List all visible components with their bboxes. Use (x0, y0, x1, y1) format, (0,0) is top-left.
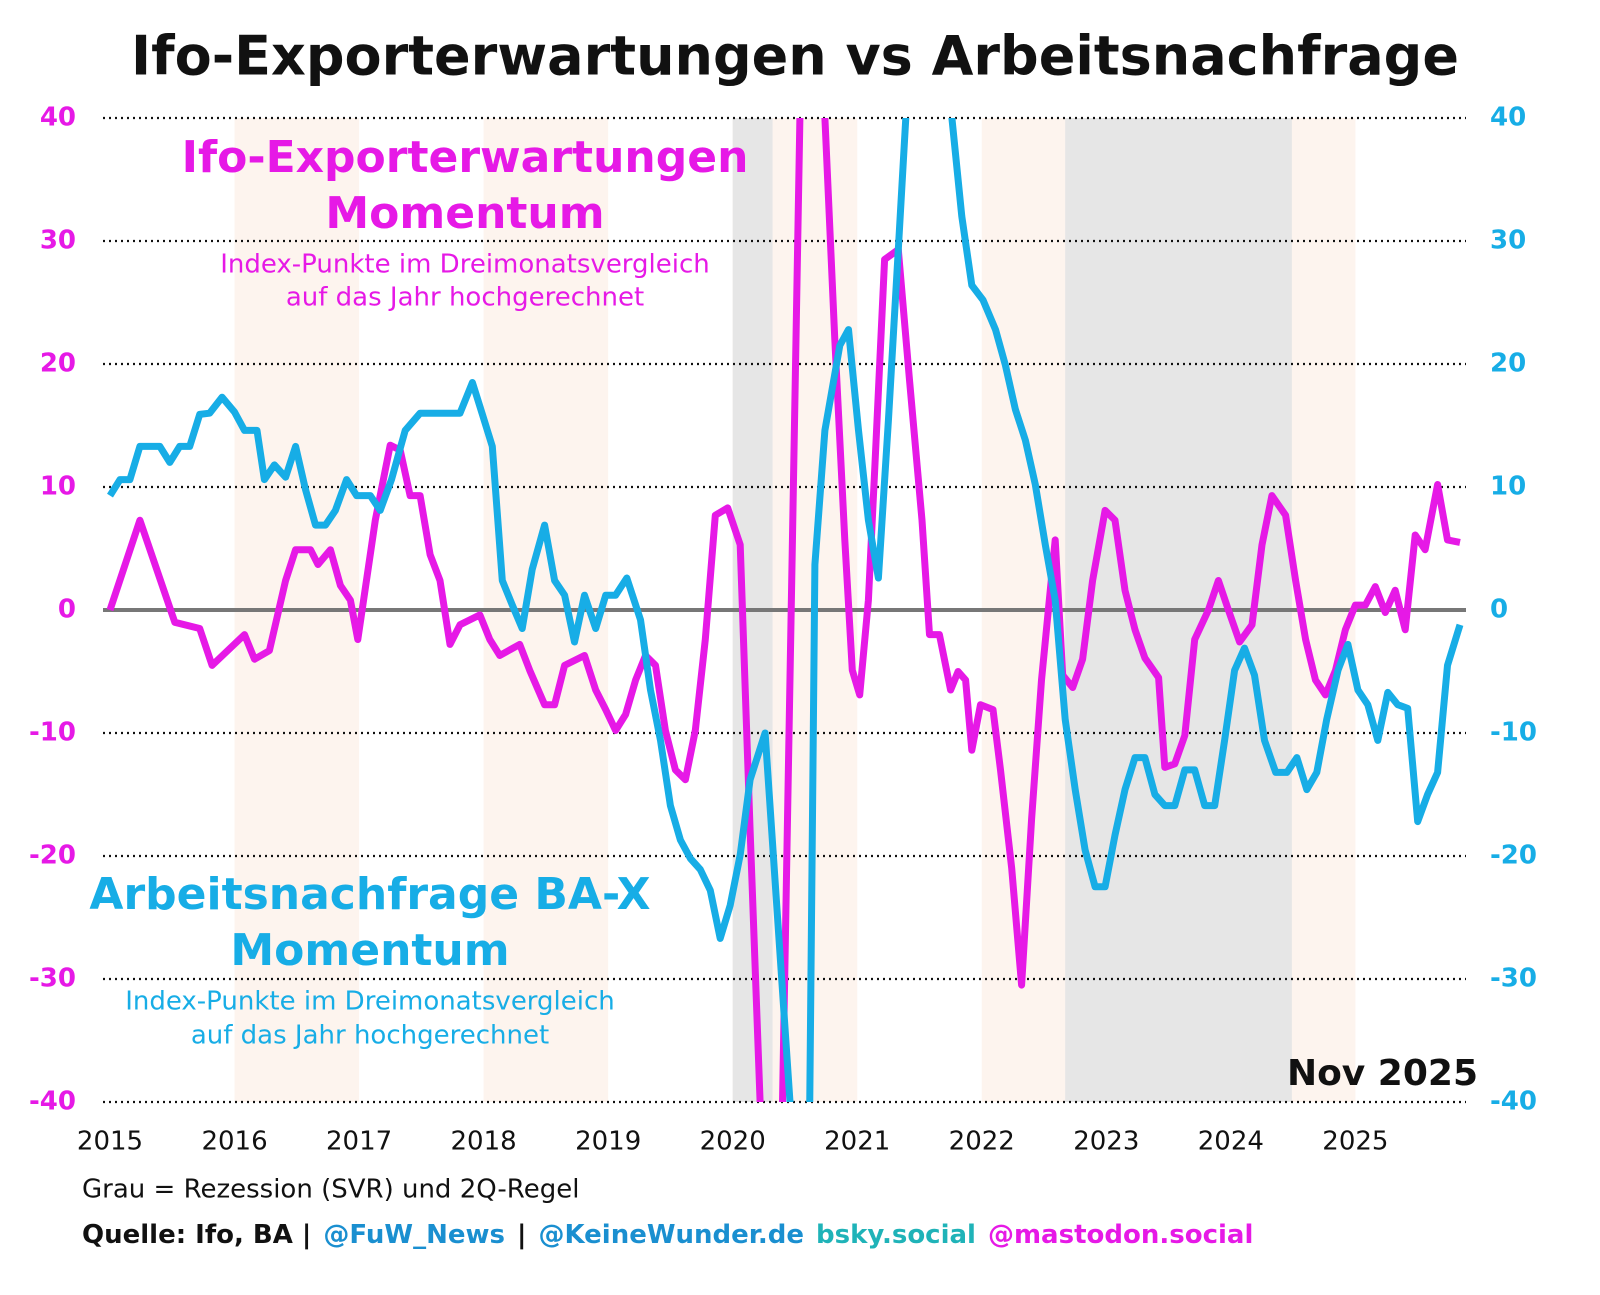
y2-tick-label: -30 (1490, 964, 1537, 994)
y-tick-label: 0 (58, 595, 76, 625)
y2-tick-label: -20 (1490, 841, 1537, 871)
footnote: Grau = Rezession (SVR) und 2Q-Regel (82, 1175, 579, 1205)
source-part: @FuW_News (323, 1220, 505, 1250)
legend-label: Arbeitsnachfrage BA-X (89, 869, 650, 920)
x-tick-label: 2016 (201, 1127, 267, 1157)
legend-label: Momentum (230, 925, 509, 976)
series-line (106, 118, 1461, 1102)
x-tick-label: 2018 (451, 1127, 517, 1157)
x-tick-label: 2022 (949, 1127, 1015, 1157)
x-tick-label: 2020 (700, 1127, 766, 1157)
x-tick-label: 2024 (1198, 1127, 1264, 1157)
source-part: | (517, 1220, 527, 1250)
source-part: bsky.social (816, 1220, 976, 1250)
legend-label: Ifo-Exporterwartungen (182, 132, 749, 183)
chart-title: Ifo-Exporterwartungen vs Arbeitsnachfrag… (131, 25, 1459, 88)
y2-tick-label: -10 (1490, 718, 1537, 748)
source-part: @mastodon.social (988, 1220, 1253, 1250)
y2-tick-label: 30 (1490, 226, 1526, 256)
y-tick-label: 30 (40, 226, 76, 256)
source-part: @KeineWunder.de (538, 1220, 804, 1250)
x-tick-label: 2023 (1073, 1127, 1139, 1157)
y-tick-label: 40 (40, 103, 76, 133)
y2-tick-label: 10 (1490, 472, 1526, 502)
y-tick-label: -30 (29, 964, 76, 994)
y2-tick-label: -40 (1490, 1087, 1537, 1117)
x-tick-label: 2021 (824, 1127, 890, 1157)
legend-label: Momentum (325, 188, 604, 239)
legend-note: Index-Punkte im Dreimonatsvergleich (220, 250, 710, 280)
date-annotation: Nov 2025 (1287, 1053, 1478, 1094)
y2-tick-label: 20 (1490, 349, 1526, 379)
legend-note: Index-Punkte im Dreimonatsvergleich (125, 987, 615, 1017)
source-part: Quelle: Ifo, BA | (82, 1220, 311, 1250)
y-tick-label: 10 (40, 472, 76, 502)
x-tick-label: 2019 (575, 1127, 641, 1157)
x-tick-label: 2017 (326, 1127, 392, 1157)
y-tick-label: -20 (29, 841, 76, 871)
x-tick-label: 2025 (1322, 1127, 1388, 1157)
source-line: Quelle: Ifo, BA | @FuW_News | @KeineWunder.… (82, 1220, 1253, 1250)
y2-tick-label: 40 (1490, 103, 1526, 133)
x-tick-label: 2015 (77, 1127, 143, 1157)
legend-note: auf das Jahr hochgerechnet (191, 1021, 549, 1051)
series-line (107, 118, 1464, 1102)
y-tick-label: -10 (29, 718, 76, 748)
legend-note: auf das Jahr hochgerechnet (286, 283, 644, 313)
y-tick-label: 20 (40, 349, 76, 379)
y-tick-label: -40 (29, 1087, 76, 1117)
y2-tick-label: 0 (1490, 595, 1508, 625)
